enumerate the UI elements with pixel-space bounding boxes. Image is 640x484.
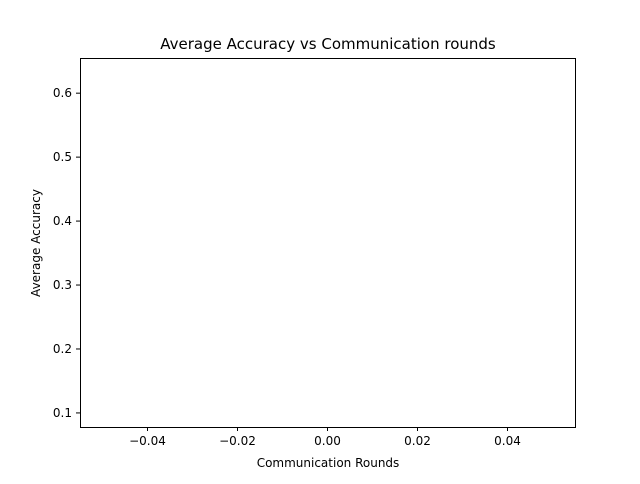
- x-axis-label: Communication Rounds: [257, 456, 400, 470]
- x-tick-label: −0.04: [129, 434, 166, 448]
- y-axis-ticks: 0.1 0.2 0.3 0.4 0.5 0.6: [53, 86, 80, 420]
- y-tick-label: 0.4: [53, 214, 72, 228]
- plot-area: [80, 58, 576, 428]
- y-tick-label: 0.6: [53, 86, 72, 100]
- y-axis-label: Average Accuracy: [29, 189, 43, 297]
- x-tick-label: 0.04: [494, 434, 521, 448]
- y-tick-label: 0.2: [53, 342, 72, 356]
- y-tick-label: 0.1: [53, 406, 72, 420]
- y-tick-label: 0.3: [53, 278, 72, 292]
- x-tick-label: 0.00: [314, 434, 341, 448]
- chart-title: Average Accuracy vs Communication rounds: [160, 35, 496, 53]
- x-axis-ticks: −0.04 −0.02 0.00 0.02 0.04: [129, 427, 521, 448]
- y-tick-label: 0.5: [53, 150, 72, 164]
- x-tick-label: 0.02: [404, 434, 431, 448]
- x-tick-label: −0.02: [219, 434, 256, 448]
